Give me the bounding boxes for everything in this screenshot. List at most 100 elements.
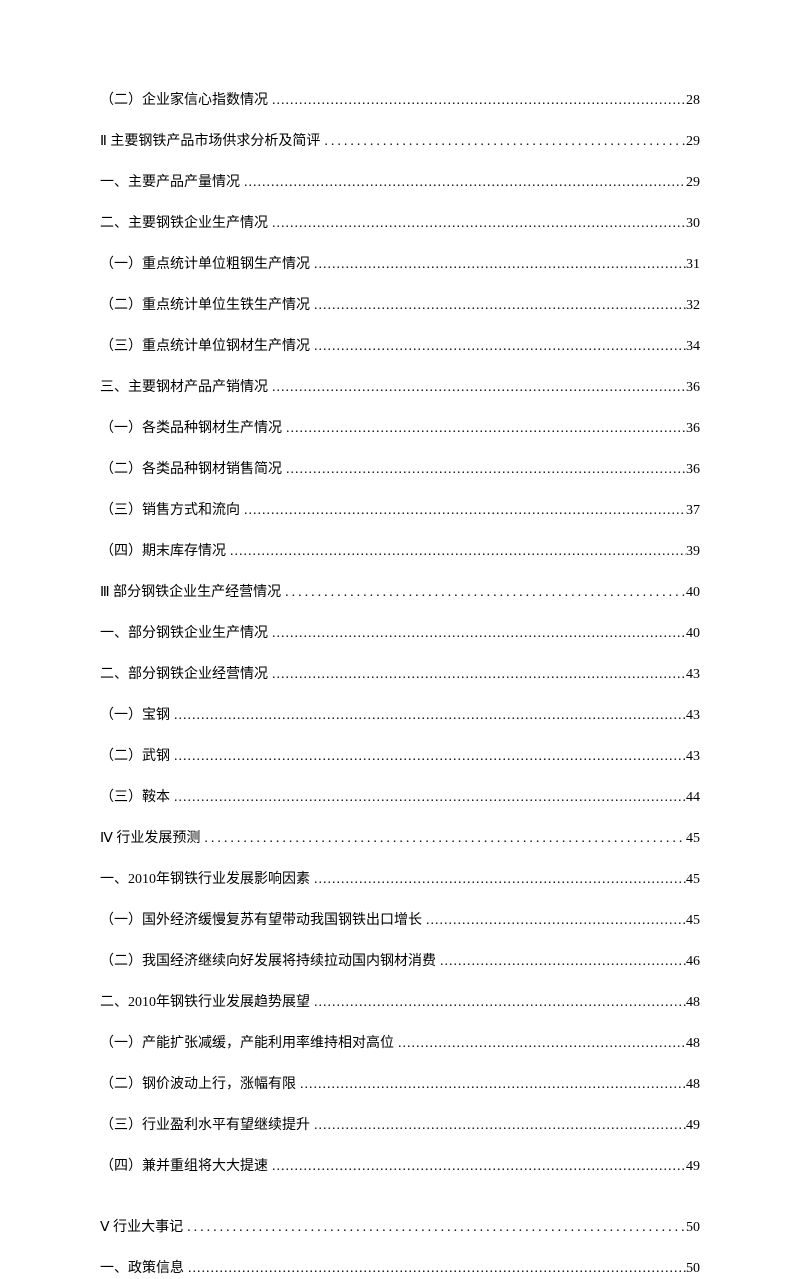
toc-page-number: 34 [686, 336, 700, 357]
toc-page-number: 36 [686, 418, 700, 439]
toc-title: （三）重点统计单位钢材生产情况 [100, 336, 310, 357]
toc-page-number: 44 [686, 787, 700, 808]
toc-title: （三）鞍本 [100, 787, 170, 808]
toc-leader-dots: ........................................… [200, 828, 686, 849]
toc-entry: Ⅲ 部分钢铁企业生产经营情况..........................… [100, 582, 700, 603]
toc-leader-dots: ........................................… [268, 213, 686, 234]
toc-title: Ⅲ 部分钢铁企业生产经营情况 [100, 582, 281, 603]
toc-page-number: 30 [686, 213, 700, 234]
toc-entry: 二、部分钢铁企业经营情况............................… [100, 664, 700, 685]
toc-entry: （一）重点统计单位粗钢生产情况.........................… [100, 254, 700, 275]
toc-leader-dots: ........................................… [170, 705, 686, 726]
toc-title: Ⅴ 行业大事记 [100, 1217, 183, 1238]
toc-entry: （二）企业家信心指数情况............................… [100, 90, 700, 111]
toc-entry: （一）宝钢...................................… [100, 705, 700, 726]
toc-entry: Ⅳ 行业发展预测................................… [100, 828, 700, 849]
toc-leader-dots: ........................................… [282, 459, 686, 480]
toc-leader-dots: ........................................… [422, 910, 686, 931]
toc-title: （三）行业盈利水平有望继续提升 [100, 1115, 310, 1136]
toc-leader-dots: ........................................… [310, 254, 686, 275]
toc-page-number: 45 [686, 910, 700, 931]
toc-leader-dots: ........................................… [281, 582, 686, 603]
toc-leader-dots: ........................................… [183, 1217, 686, 1238]
toc-page-number: 36 [686, 459, 700, 480]
toc-page-number: 39 [686, 541, 700, 562]
toc-title: 一、部分钢铁企业生产情况 [100, 623, 268, 644]
toc-leader-dots: ........................................… [184, 1258, 686, 1279]
toc-page-number: 40 [686, 623, 700, 644]
toc-page-number: 49 [686, 1115, 700, 1136]
toc-entry: （三）销售方式和流向..............................… [100, 500, 700, 521]
toc-entry: Ⅴ 行业大事记.................................… [100, 1217, 700, 1238]
toc-entry: 一、2010年钢铁行业发展影响因素.......................… [100, 869, 700, 890]
toc-entry: （三）鞍本...................................… [100, 787, 700, 808]
toc-title: 二、部分钢铁企业经营情况 [100, 664, 268, 685]
toc-entry: （一）国外经济缓慢复苏有望带动我国钢铁出口增长.................… [100, 910, 700, 931]
toc-title: 一、2010年钢铁行业发展影响因素 [100, 869, 310, 890]
toc-entry: Ⅱ 主要钢铁产品市场供求分析及简评.......................… [100, 131, 700, 152]
toc-page-number: 28 [686, 90, 700, 111]
toc-title: （四）兼并重组将大大提速 [100, 1156, 268, 1177]
toc-page-number: 40 [686, 582, 700, 603]
toc-title: （二）钢价波动上行，涨幅有限 [100, 1074, 296, 1095]
toc-page-number: 48 [686, 1074, 700, 1095]
toc-title: （一）国外经济缓慢复苏有望带动我国钢铁出口增长 [100, 910, 422, 931]
toc-leader-dots: ........................................… [268, 90, 686, 111]
toc-title: （二）企业家信心指数情况 [100, 90, 268, 111]
toc-title: （二）武钢 [100, 746, 170, 767]
toc-entry: 二、主要钢铁企业生产情况............................… [100, 213, 700, 234]
toc-page-number: 50 [686, 1258, 700, 1279]
toc-leader-dots: ........................................… [310, 295, 686, 316]
toc-leader-dots: ........................................… [268, 664, 686, 685]
toc-page-number: 50 [686, 1217, 700, 1238]
toc-leader-dots: ........................................… [310, 992, 686, 1013]
toc-leader-dots: ........................................… [394, 1033, 686, 1054]
toc-leader-dots: ........................................… [170, 787, 686, 808]
toc-leader-dots: ........................................… [310, 1115, 686, 1136]
toc-page-number: 49 [686, 1156, 700, 1177]
toc-entry: （二）重点统计单位生铁生产情况.........................… [100, 295, 700, 316]
toc-leader-dots: ........................................… [310, 336, 686, 357]
toc-entry: （三）行业盈利水平有望继续提升.........................… [100, 1115, 700, 1136]
toc-page-number: 37 [686, 500, 700, 521]
toc-title: （四）期末库存情况 [100, 541, 226, 562]
toc-leader-dots: ........................................… [268, 1156, 686, 1177]
toc-page-number: 29 [686, 172, 700, 193]
toc-leader-dots: ........................................… [282, 418, 686, 439]
toc-page-number: 32 [686, 295, 700, 316]
toc-page-number: 36 [686, 377, 700, 398]
toc-leader-dots: ........................................… [436, 951, 686, 972]
toc-entry: （三）重点统计单位钢材生产情况.........................… [100, 336, 700, 357]
toc-entry: 二、2010年钢铁行业发展趋势展望.......................… [100, 992, 700, 1013]
toc-leader-dots: ........................................… [240, 172, 686, 193]
toc-title: （一）宝钢 [100, 705, 170, 726]
toc-page-number: 48 [686, 1033, 700, 1054]
toc-entry: 一、部分钢铁企业生产情况............................… [100, 623, 700, 644]
toc-title: （一）各类品种钢材生产情况 [100, 418, 282, 439]
toc-entry: （二）武钢...................................… [100, 746, 700, 767]
toc-entry: 一、政策信息..................................… [100, 1258, 700, 1279]
toc-title: （二）重点统计单位生铁生产情况 [100, 295, 310, 316]
toc-entry: （四）期末库存情况...............................… [100, 541, 700, 562]
toc-leader-dots: ........................................… [320, 131, 686, 152]
toc-entry: （二）各类品种钢材销售简况...........................… [100, 459, 700, 480]
toc-title: 一、主要产品产量情况 [100, 172, 240, 193]
toc-page-number: 43 [686, 705, 700, 726]
toc-entry: （四）兼并重组将大大提速............................… [100, 1156, 700, 1177]
toc-entry: （一）产能扩张减缓，产能利用率维持相对高位...................… [100, 1033, 700, 1054]
toc-title: （二）各类品种钢材销售简况 [100, 459, 282, 480]
toc-entry: 一、主要产品产量情况..............................… [100, 172, 700, 193]
toc-title: 一、政策信息 [100, 1258, 184, 1279]
toc-entry: （二）钢价波动上行，涨幅有限..........................… [100, 1074, 700, 1095]
toc-leader-dots: ........................................… [240, 500, 686, 521]
toc-title: （三）销售方式和流向 [100, 500, 240, 521]
toc-leader-dots: ........................................… [226, 541, 686, 562]
toc-entry: （一）各类品种钢材生产情况...........................… [100, 418, 700, 439]
toc-page-number: 43 [686, 746, 700, 767]
toc-page-number: 45 [686, 869, 700, 890]
toc-title: 二、2010年钢铁行业发展趋势展望 [100, 992, 310, 1013]
toc-leader-dots: ........................................… [296, 1074, 686, 1095]
toc-title: 三、主要钢材产品产销情况 [100, 377, 268, 398]
toc-title: Ⅳ 行业发展预测 [100, 828, 200, 849]
toc-leader-dots: ........................................… [170, 746, 686, 767]
